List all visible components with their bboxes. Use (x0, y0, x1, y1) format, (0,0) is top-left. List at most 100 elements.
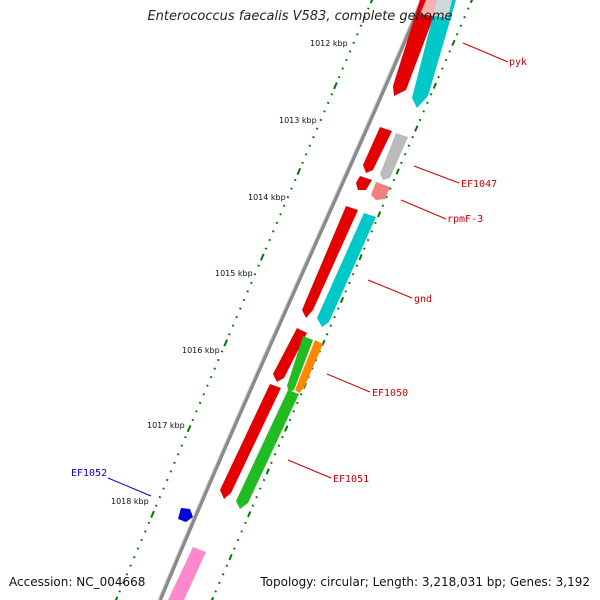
gene-rpmf-rna[interactable] (371, 182, 390, 200)
minor-tick (422, 110, 425, 113)
minor-tick (348, 50, 352, 53)
minor-tick (333, 315, 336, 319)
gene-label-pyk[interactable]: pyk (509, 57, 527, 68)
minor-tick (323, 110, 326, 113)
minor-tick (165, 478, 169, 482)
minor-tick (455, 33, 459, 36)
gene-label-rpmf-3[interactable]: rpmF-3 (447, 214, 483, 225)
minor-tick (236, 538, 240, 542)
minor-tick (143, 530, 147, 533)
minor-tick (363, 15, 366, 19)
minor-tick (367, 7, 370, 10)
minor-tick (345, 58, 348, 62)
gene-white-band (420, 0, 452, 18)
ruler-label: 1012 kbp (310, 39, 348, 48)
minor-tick (271, 230, 275, 233)
minor-tick (441, 67, 444, 70)
gene-label-ef1050[interactable]: EF1050 (372, 388, 408, 399)
minor-tick (225, 564, 229, 567)
minor-tick (429, 93, 433, 96)
minor-tick (363, 247, 366, 250)
minor-tick (319, 118, 323, 122)
gene-label-ef1051[interactable]: EF1051 (333, 474, 369, 485)
gene-pyk-forward[interactable] (393, 0, 440, 96)
gene-ef1051-green[interactable] (236, 390, 299, 509)
minor-tick (154, 504, 158, 507)
minor-tick (264, 247, 268, 250)
minor-tick (246, 290, 249, 293)
minor-tick (301, 161, 304, 165)
gene-ef1050-orange[interactable] (295, 340, 323, 393)
accession-text: Accession: NC_004668 (9, 575, 146, 589)
minor-tick (356, 33, 359, 36)
minor-tick (337, 307, 340, 310)
minor-tick (125, 573, 129, 576)
minor-tick (275, 221, 279, 225)
minor-tick (352, 41, 355, 45)
minor-tick (315, 127, 319, 130)
minor-tick (355, 264, 359, 267)
gene-gnd-reverse[interactable] (317, 213, 376, 327)
minor-tick (217, 358, 220, 362)
minor-tick (173, 461, 176, 465)
major-tick (358, 253, 363, 261)
minor-tick (330, 93, 334, 96)
minor-tick (341, 67, 345, 70)
minor-tick (233, 547, 236, 550)
minor-tick (299, 393, 303, 396)
gene-ef1050-green[interactable] (287, 336, 313, 392)
minor-tick (366, 238, 370, 242)
major-tick (114, 596, 119, 600)
gene-rpmf-forward[interactable] (356, 176, 372, 190)
major-tick (432, 82, 437, 89)
minor-tick (228, 333, 231, 336)
gene-pyk-reverse[interactable] (412, 0, 456, 108)
gene-ef1047-forward[interactable] (363, 127, 392, 173)
major-tick (210, 596, 215, 600)
major-tick (296, 167, 302, 176)
gene-ef1052-blue[interactable] (178, 508, 193, 522)
minor-tick (242, 298, 246, 302)
minor-tick (296, 401, 299, 405)
minor-tick (312, 135, 315, 139)
major-tick (284, 425, 289, 432)
minor-tick (448, 50, 451, 53)
ruler-tick-track (114, 0, 374, 600)
minor-tick (140, 538, 143, 542)
minor-tick (293, 178, 297, 182)
minor-tick (381, 204, 385, 207)
ruler-label: 1015 kbp (215, 269, 253, 278)
major-tick (265, 468, 270, 475)
major-tick (395, 168, 400, 175)
major-tick (414, 125, 419, 132)
minor-tick (251, 504, 255, 507)
major-tick (223, 339, 229, 347)
minor-tick (308, 144, 312, 147)
minor-tick (389, 187, 392, 190)
minor-tick (180, 444, 184, 447)
major-tick (228, 553, 233, 561)
minor-tick (273, 453, 277, 456)
genome-title: Enterococcus faecalis V583, complete gen… (147, 9, 453, 24)
gene-ef1050-forward[interactable] (273, 328, 307, 382)
minor-tick (370, 230, 373, 233)
minor-tick (359, 24, 363, 27)
gene-pink-partial[interactable] (168, 547, 206, 600)
ruler-label: 1016 kbp (182, 346, 220, 355)
minor-tick (169, 470, 173, 473)
gene-ef1047-gray[interactable] (380, 133, 408, 180)
minor-tick (279, 213, 282, 216)
minor-tick (136, 547, 140, 550)
minor-tick (411, 135, 414, 139)
gene-ef1051-forward[interactable] (220, 384, 281, 499)
gene-label-ef1052[interactable]: EF1052 (71, 468, 107, 479)
gene-label-ef1047[interactable]: EF1047 (461, 179, 497, 190)
major-tick (369, 0, 374, 4)
gene-label-gnd[interactable]: gnd (414, 294, 432, 305)
major-tick (377, 211, 382, 218)
gene-gnd-forward[interactable] (302, 206, 358, 318)
major-tick (333, 82, 338, 90)
minor-tick (426, 101, 429, 105)
